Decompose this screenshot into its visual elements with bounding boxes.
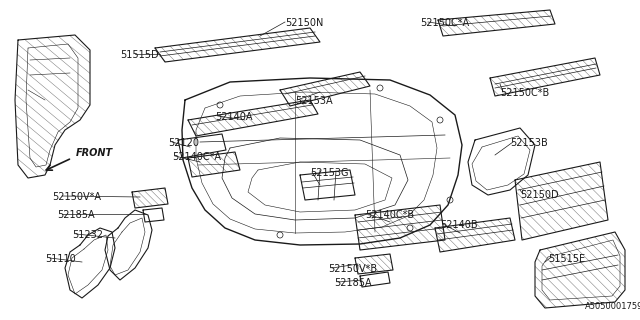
Text: 52153A: 52153A bbox=[295, 96, 333, 106]
Text: FRONT: FRONT bbox=[76, 148, 113, 158]
Text: 52150V*A: 52150V*A bbox=[52, 192, 101, 202]
Text: 52140C*A: 52140C*A bbox=[172, 152, 221, 162]
Text: 52150C*A: 52150C*A bbox=[420, 18, 469, 28]
Text: 51515E: 51515E bbox=[548, 254, 585, 264]
Text: 52150V*B: 52150V*B bbox=[328, 264, 377, 274]
Text: 52150D: 52150D bbox=[520, 190, 559, 200]
Text: 52150N: 52150N bbox=[285, 18, 323, 28]
Text: 51515D: 51515D bbox=[120, 50, 159, 60]
Text: 51232: 51232 bbox=[72, 230, 103, 240]
Text: 52185A: 52185A bbox=[334, 278, 372, 288]
Text: 52140A: 52140A bbox=[215, 112, 253, 122]
Text: 52140B: 52140B bbox=[440, 220, 477, 230]
Text: 51110: 51110 bbox=[45, 254, 76, 264]
Text: 52120: 52120 bbox=[168, 138, 199, 148]
Text: 52185A: 52185A bbox=[57, 210, 95, 220]
Text: 52153G: 52153G bbox=[310, 168, 349, 178]
Text: 52140C*B: 52140C*B bbox=[365, 210, 414, 220]
Text: 52153B: 52153B bbox=[510, 138, 548, 148]
Text: 52150C*B: 52150C*B bbox=[500, 88, 549, 98]
Text: A5050001759: A5050001759 bbox=[585, 302, 640, 311]
